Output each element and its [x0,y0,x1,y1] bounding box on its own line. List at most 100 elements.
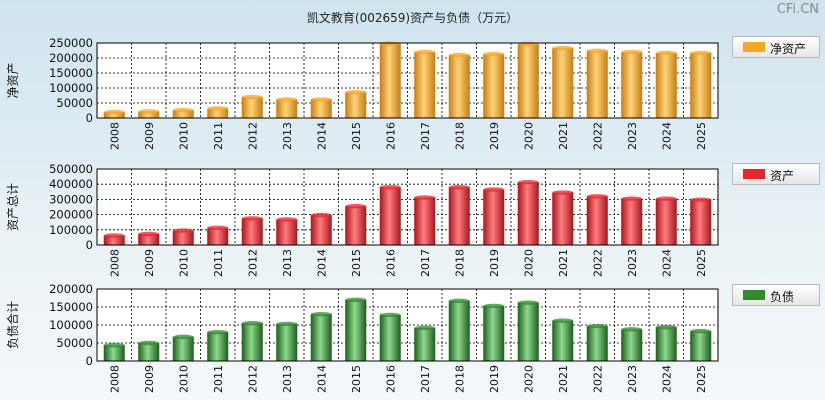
bar [172,230,194,245]
bar-cap [207,225,229,231]
y-tick-label: 50000 [56,96,93,110]
bar-cap [483,303,505,309]
plot-frame [96,288,719,362]
bar-cap [621,196,643,201]
bar-cap [379,185,401,190]
y-tick-label: 100000 [49,81,93,95]
x-tick-label: 2018 [453,122,466,150]
x-tick-label: 2012 [246,249,259,277]
bar-cap [621,49,643,55]
bar [448,187,470,245]
bar [310,99,332,118]
bar [103,112,125,118]
bar-cap [552,45,574,51]
x-tick-label: 2017 [419,122,432,150]
bar-cap [276,97,298,102]
bar-cap [207,106,229,111]
bar-cap [621,327,643,332]
bar [483,305,505,361]
x-tick-label: 2022 [591,249,604,277]
bar [138,233,160,245]
x-tick-label: 2011 [212,122,225,150]
bar [172,336,194,361]
x-tick-label: 2018 [453,365,466,393]
bar-cap [241,321,263,326]
x-tick-label: 2015 [350,249,363,277]
x-tick-label: 2008 [108,122,121,150]
bar [621,329,643,361]
y-tick-label: 150000 [49,300,93,314]
x-tick-label: 2014 [315,365,328,393]
bar-cap [517,41,539,47]
bar-cap [655,324,677,330]
bar [207,108,229,118]
x-tick-label: 2010 [177,365,190,393]
bar [241,323,263,361]
y-axis-label: 净资产 [6,62,20,98]
bar [448,300,470,361]
bar-cap [586,48,608,53]
bar-cap [448,298,470,304]
bar-cap [690,50,712,56]
x-tick-label: 2025 [695,249,708,277]
legend-label: 资产 [770,169,795,183]
x-tick-label: 2014 [315,249,328,277]
bar-cap [414,325,436,331]
bar-cap [207,330,229,335]
bar [586,50,608,118]
bar-cap [310,312,332,317]
x-tick-label: 2017 [419,365,432,393]
bar [310,215,332,245]
y-tick-label: 0 [86,238,93,252]
bar-cap [241,216,263,221]
bar [379,43,401,118]
x-tick-label: 2011 [212,249,225,277]
x-tick-label: 2022 [591,122,604,150]
bar-cap [310,212,332,218]
bar-cap [483,187,505,192]
y-tick-label: 200000 [49,51,93,65]
plot-frame [96,168,719,246]
bar [276,99,298,118]
bar [207,227,229,245]
x-tick-label: 2021 [557,122,570,150]
x-tick-label: 2008 [108,249,121,277]
bar-cap [414,195,436,200]
x-tick-label: 2025 [695,365,708,393]
x-tick-label: 2023 [626,249,639,277]
x-tick-label: 2013 [281,365,294,393]
bar-cap [138,109,160,114]
x-tick-label: 2016 [384,365,397,393]
bar-cap [345,297,367,302]
chart-title: 凯文教育(002659)资产与负债（万元） [306,11,519,25]
bar [103,235,125,245]
x-tick-label: 2014 [315,122,328,150]
bar [690,52,712,118]
bar-cap [448,185,470,190]
bar [310,314,332,361]
x-tick-label: 2022 [591,365,604,393]
bar [517,43,539,118]
bar [655,327,677,361]
x-tick-label: 2009 [143,249,156,277]
bar-cap [276,321,298,327]
y-tick-label: 300000 [49,192,93,206]
y-tick-label: 100000 [49,223,93,237]
bar-cap [517,180,539,185]
bar [414,197,436,245]
bar [621,198,643,245]
bar [690,199,712,245]
x-tick-label: 2018 [453,249,466,277]
bar-cap [103,342,125,348]
x-tick-label: 2019 [488,249,501,277]
x-tick-label: 2019 [488,365,501,393]
bar-cap [655,196,677,201]
bar [276,323,298,361]
y-tick-label: 400000 [49,177,93,191]
bar [552,48,574,118]
y-tick-label: 500000 [49,162,93,176]
y-axis-label: 资产总计 [6,183,20,231]
bar [241,218,263,245]
bar-cap [655,50,677,56]
legend-net-assets: 净资产 [732,36,820,58]
